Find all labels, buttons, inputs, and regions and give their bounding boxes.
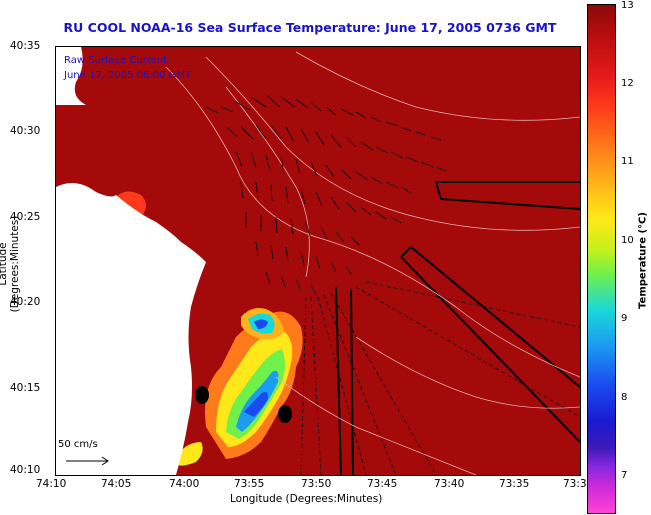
scale-vector-label: 50 cm/s	[58, 439, 98, 450]
xtick-label: 73:45	[367, 478, 398, 490]
ytick-label: 40:20	[10, 296, 41, 308]
x-axis-label: Longitude (Degrees:Minutes)	[230, 493, 383, 505]
ytick-label: 40:15	[10, 382, 41, 394]
shipping-lanes	[335, 181, 580, 475]
xtick-label: 73:55	[234, 478, 265, 490]
colorbar-tick: 8	[621, 392, 628, 403]
colorbar-tick: 7	[621, 470, 628, 481]
ytick-label: 40:25	[10, 211, 41, 223]
radar-site-marker	[195, 386, 209, 404]
map-title: RU COOL NOAA-16 Sea Surface Temperature:…	[63, 20, 557, 35]
radial-lines	[300, 281, 580, 475]
bathymetry-contours	[165, 51, 580, 475]
ytick-label: 40:35	[10, 40, 41, 52]
colorbar-tick: 13	[621, 0, 634, 11]
xtick-label: 74:00	[169, 478, 200, 490]
cold-water-patches	[116, 191, 303, 466]
xtick-label: 74:05	[101, 478, 132, 490]
ytick-label: 40:30	[10, 125, 41, 137]
scale-arrow	[66, 456, 109, 466]
xtick-label: 73:50	[301, 478, 332, 490]
land	[56, 47, 206, 475]
xtick-label: 73:3	[563, 478, 587, 490]
colorbar-tick: 12	[621, 78, 634, 89]
ytick-label: 40:10	[10, 464, 41, 476]
current-vectors	[205, 94, 447, 296]
sst-map-plot	[55, 46, 581, 476]
colorbar	[587, 4, 616, 514]
colorbar-tick: 9	[621, 313, 628, 324]
colorbar-tick: 10	[621, 235, 634, 246]
colorbar-label: Temperature (°C)	[637, 212, 649, 309]
sst-map-svg	[56, 47, 580, 475]
inset-label-1: Raw Surface Current	[64, 55, 168, 66]
radar-site-marker	[278, 405, 292, 423]
xtick-label: 74:10	[36, 478, 67, 490]
inset-label-2: June 17, 2005 06:00 GMT	[64, 70, 192, 81]
xtick-label: 73:35	[499, 478, 530, 490]
y-axis-label: Latitude (Degrees:Minutes)	[0, 215, 21, 313]
colorbar-tick: 11	[621, 156, 634, 167]
xtick-label: 73:40	[434, 478, 465, 490]
